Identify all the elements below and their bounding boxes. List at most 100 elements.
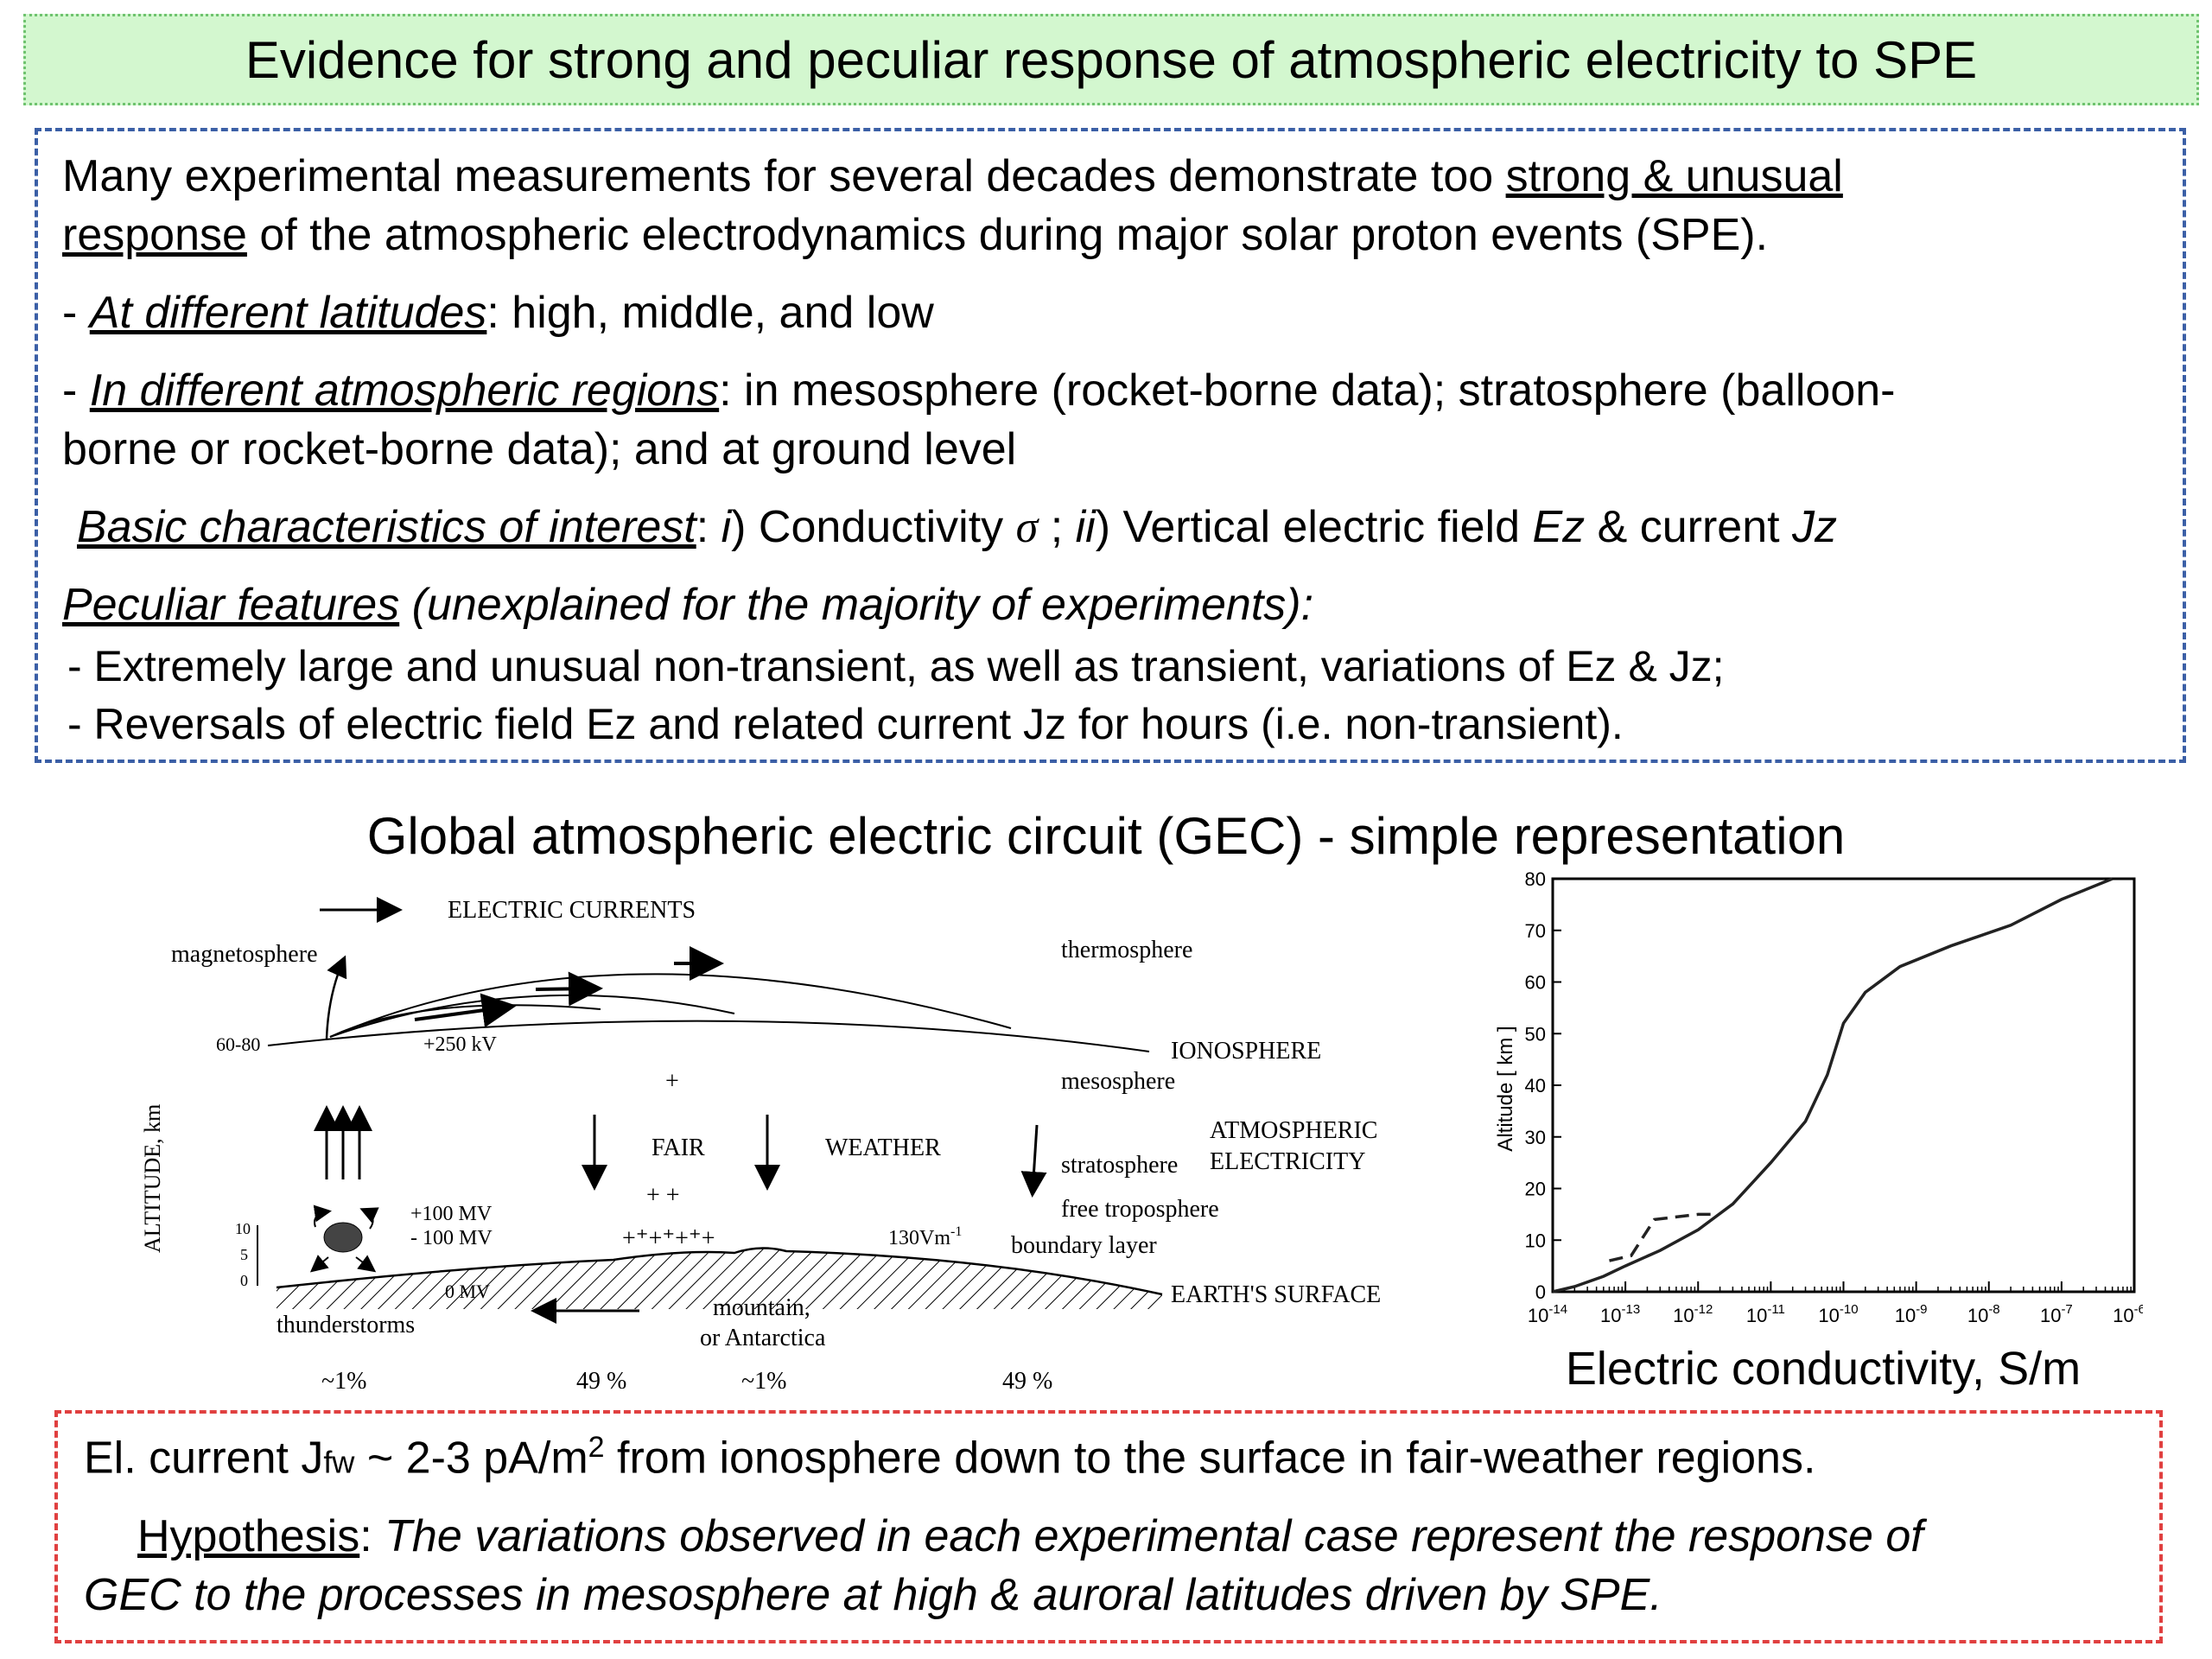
atmospheric-label: ATMOSPHERIC xyxy=(1210,1117,1377,1144)
current-sub: fw xyxy=(323,1444,355,1480)
current-arrow-icon xyxy=(535,971,603,1007)
x-tick-exponent: -11 xyxy=(1767,1302,1785,1317)
current-line: El. current Jfw ~ 2-3 pA/m2 from ionosph… xyxy=(84,1431,1815,1484)
y-tick-label: 50 xyxy=(1525,1023,1546,1045)
mesosphere-label: mesosphere xyxy=(1061,1068,1175,1095)
current-text: El. current J xyxy=(84,1433,324,1484)
x-tick-base: 10 xyxy=(2040,1305,2061,1326)
ionosphere-boundary xyxy=(267,1020,1150,1052)
plus-100-label: +100 MV xyxy=(410,1203,493,1225)
x-tick-exponent: -13 xyxy=(1622,1302,1641,1317)
basic-text: ) Vertical electric field xyxy=(1095,502,1533,552)
regions-line-2: borne or rocket-borne data); and at grou… xyxy=(62,423,1016,475)
earth-surface-line xyxy=(276,1247,1163,1296)
x-tick-exponent: -8 xyxy=(1988,1302,1999,1317)
x-tick-label: 10-13 xyxy=(1600,1302,1640,1326)
basic-i: i xyxy=(721,502,732,552)
y-tick-label: 70 xyxy=(1525,920,1546,942)
x-tick-exponent: -12 xyxy=(1694,1302,1713,1317)
y-tick-label: 60 xyxy=(1525,972,1546,994)
plus-row: +⁺+⁺+⁺+ xyxy=(622,1225,715,1252)
dashed-series-line xyxy=(1609,1212,1717,1262)
basic-label: Basic characteristics of interest xyxy=(77,502,696,552)
electricity-label: ELECTRICITY xyxy=(1210,1148,1365,1175)
hypothesis-label: Hypothesis xyxy=(137,1511,360,1561)
down-arrow-icon xyxy=(1020,1124,1047,1198)
hypothesis-panel: El. current Jfw ~ 2-3 pA/m2 from ionosph… xyxy=(54,1410,2163,1643)
electric-currents-label: ELECTRIC CURRENTS xyxy=(448,897,696,924)
x-tick-exponent: -10 xyxy=(1840,1302,1859,1317)
field-sup: -1 xyxy=(950,1224,962,1239)
intro-text: Many experimental measurements for sever… xyxy=(62,151,1506,201)
gec-heading: Global atmospheric electric circuit (GEC… xyxy=(366,807,1846,865)
stratosphere-label: stratosphere xyxy=(1061,1152,1178,1179)
thermosphere-label: thermosphere xyxy=(1061,937,1192,963)
x-tick-label: 10-6 xyxy=(2113,1302,2143,1326)
intro-underlined-2: response xyxy=(62,210,247,260)
hypothesis-text-2: GEC to the processes in mesosphere at hi… xyxy=(84,1570,1662,1620)
dash: - xyxy=(62,365,90,416)
percent-thunderstorms: ~1% xyxy=(321,1368,366,1395)
regions-line: - In different atmospheric regions: in m… xyxy=(62,365,1896,416)
jz-symbol: Jz xyxy=(1792,502,1838,552)
scale-0: 0 xyxy=(240,1272,248,1289)
plot-frame xyxy=(1551,877,2136,1294)
current-sup: 2 xyxy=(588,1431,605,1464)
peculiar-item-text: - Extremely large and unusual non-transi… xyxy=(67,642,1725,690)
y-tick-label: 80 xyxy=(1525,868,1546,890)
basic-line: Basic characteristics of interest: i) Co… xyxy=(77,501,1837,553)
field-value: 130Vm xyxy=(888,1227,950,1249)
earth-surface-hatch xyxy=(276,1248,1162,1309)
regions-text-2: borne or rocket-borne data); and at grou… xyxy=(62,424,1017,474)
x-tick-label: 10-8 xyxy=(1967,1302,2000,1326)
ionosphere-potential: +250 kV xyxy=(423,1033,498,1056)
intro-line-2: response of the atmospheric electrodynam… xyxy=(62,209,1768,261)
x-tick-base: 10 xyxy=(1818,1305,1839,1326)
x-tick-base: 10 xyxy=(1895,1305,1916,1326)
hypothesis-line-2: GEC to the processes in mesosphere at hi… xyxy=(84,1569,1662,1621)
zero-mv-label: 0 MV xyxy=(445,1281,490,1302)
x-tick-exponent: -7 xyxy=(2061,1302,2072,1317)
x-tick-label: 10-14 xyxy=(1528,1302,1567,1326)
x-tick-label: 10-7 xyxy=(2040,1302,2073,1326)
x-tick-base: 10 xyxy=(2113,1305,2133,1326)
page-title: Evidence for strong and peculiar respons… xyxy=(245,30,1978,89)
peculiar-label: Peculiar features xyxy=(62,580,400,630)
swirl-arrow-icon xyxy=(355,1255,377,1273)
swirl-arrow-icon xyxy=(313,1205,332,1228)
y-tick-label: 40 xyxy=(1525,1075,1546,1096)
basic-text: ; xyxy=(1038,502,1076,552)
colon: : xyxy=(359,1511,385,1561)
gec-diagram: ELECTRIC CURRENTS magnetosphere thermosp… xyxy=(140,897,1381,1395)
mountain-label: mountain, xyxy=(713,1294,810,1321)
swirl-arrow-icon xyxy=(309,1255,329,1273)
peculiar-item-1: - Extremely large and unusual non-transi… xyxy=(67,641,1725,691)
latitudes-label: At different latitudes xyxy=(89,288,487,338)
basic-text: : xyxy=(696,502,721,552)
scale-10: 10 xyxy=(235,1220,251,1237)
fair-label: FAIR xyxy=(652,1135,705,1161)
field-label: 130Vm-1 xyxy=(888,1224,962,1249)
current-arc xyxy=(329,1004,601,1038)
free-troposphere-label: free troposphere xyxy=(1061,1196,1219,1223)
x-tick-exponent: -9 xyxy=(1916,1302,1927,1317)
peculiar-text: (unexplained for the majority of experim… xyxy=(399,580,1314,630)
y-axis-label: Altitude [ km ] xyxy=(1494,1026,1517,1151)
x-tick-base: 10 xyxy=(1673,1305,1694,1326)
x-tick-base: 10 xyxy=(1746,1305,1767,1326)
current-arc xyxy=(329,994,735,1038)
x-tick-base: 10 xyxy=(1528,1305,1548,1326)
x-axis: 10-14 10-13 10-12 10-11 10-10 10-9 10-8 10-7 10-… xyxy=(1528,1281,2143,1326)
scale-5: 5 xyxy=(240,1246,248,1263)
boundary-layer-label: boundary layer xyxy=(1011,1232,1157,1259)
intro-underlined: strong & unusual xyxy=(1505,151,1843,201)
percent-fair-right: 49 % xyxy=(1002,1368,1052,1395)
latitudes-line: - At different latitudes: high, middle, … xyxy=(62,287,934,339)
hypothesis-text: The variations observed in each experime… xyxy=(385,1511,1923,1561)
x-tick-exponent: -6 xyxy=(2134,1302,2143,1317)
dash: - xyxy=(62,288,90,338)
x-tick-exponent: -14 xyxy=(1548,1302,1567,1317)
y-tick-label: 30 xyxy=(1525,1127,1546,1148)
thunderstorms-label: thunderstorms xyxy=(276,1312,415,1338)
